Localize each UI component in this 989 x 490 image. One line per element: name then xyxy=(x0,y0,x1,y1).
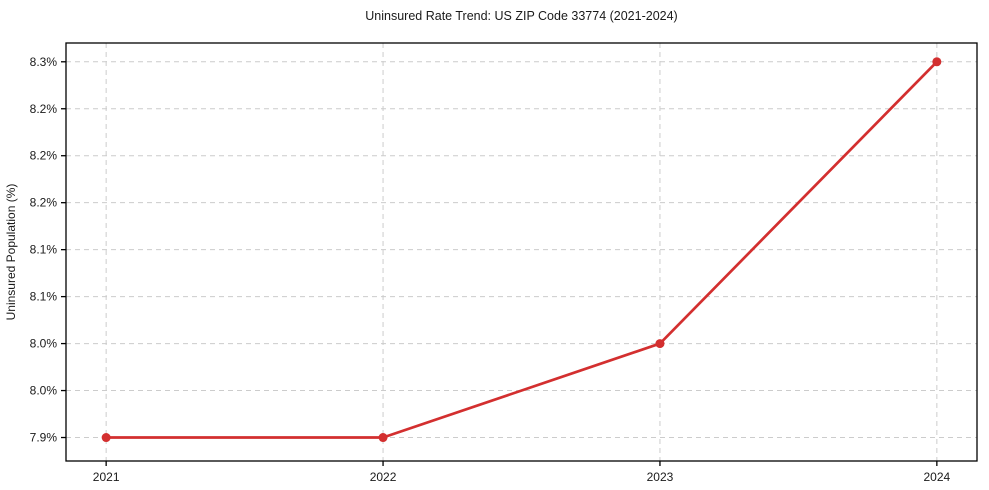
plot-border xyxy=(65,42,978,462)
y-tick-label: 8.3% xyxy=(30,55,58,69)
y-tick-label: 8.0% xyxy=(30,384,58,398)
y-axis-label-text: Uninsured Population (%) xyxy=(4,183,18,321)
y-tick-label: 8.2% xyxy=(30,102,58,116)
data-point-marker xyxy=(932,57,942,67)
y-tick-label: 7.9% xyxy=(30,431,58,445)
y-tick-label: 8.2% xyxy=(30,149,58,163)
trend-line xyxy=(104,60,939,439)
data-point-marker xyxy=(101,433,111,443)
y-tick-label: 8.2% xyxy=(30,196,58,210)
data-point-marker xyxy=(655,339,665,349)
x-tick-label: 2022 xyxy=(370,470,397,484)
x-tick-label: 2021 xyxy=(93,470,120,484)
y-tick-label: 8.1% xyxy=(30,243,58,257)
x-tick-label: 2024 xyxy=(923,470,950,484)
y-tick-label: 8.0% xyxy=(30,337,58,351)
chart-title: Uninsured Rate Trend: US ZIP Code 33774 … xyxy=(365,9,678,23)
x-tick-label: 2023 xyxy=(647,470,674,484)
data-point-marker xyxy=(378,433,388,443)
y-tick-label: 8.1% xyxy=(30,290,58,304)
